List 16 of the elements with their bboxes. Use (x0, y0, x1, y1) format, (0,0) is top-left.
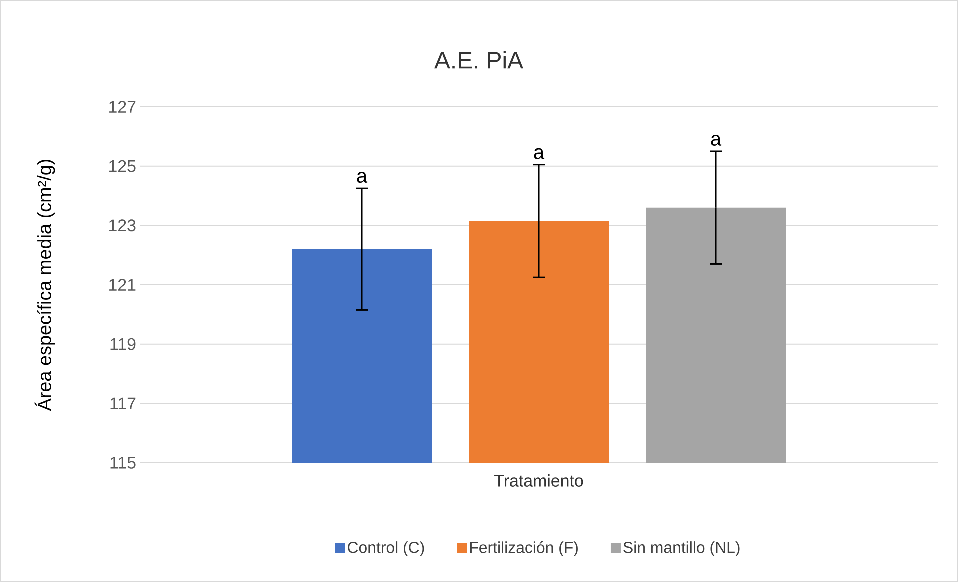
y-tick-label: 119 (110, 338, 136, 350)
y-tick-label: 117 (110, 398, 136, 410)
x-tick-label: Tratamiento (494, 474, 584, 487)
annotation: a (357, 172, 368, 184)
chart-title: A.E. PiA (434, 51, 524, 69)
y-tick-label: 115 (110, 457, 136, 469)
annotation: a (711, 135, 722, 146)
y-tick-label: 121 (110, 279, 136, 291)
y-tick-label: 123 (110, 220, 136, 232)
legend-label: Fertilización (F) (470, 541, 578, 556)
y-tick-label: 127 (110, 101, 136, 113)
y-tick-label: 125 (110, 160, 136, 172)
y-axis-title: Área específica media (cm²/g) (34, 160, 56, 412)
legend-label: Sin mantillo (NL) (624, 542, 740, 556)
annotation: a (534, 148, 545, 160)
legend-label: Control (C) (348, 542, 424, 556)
